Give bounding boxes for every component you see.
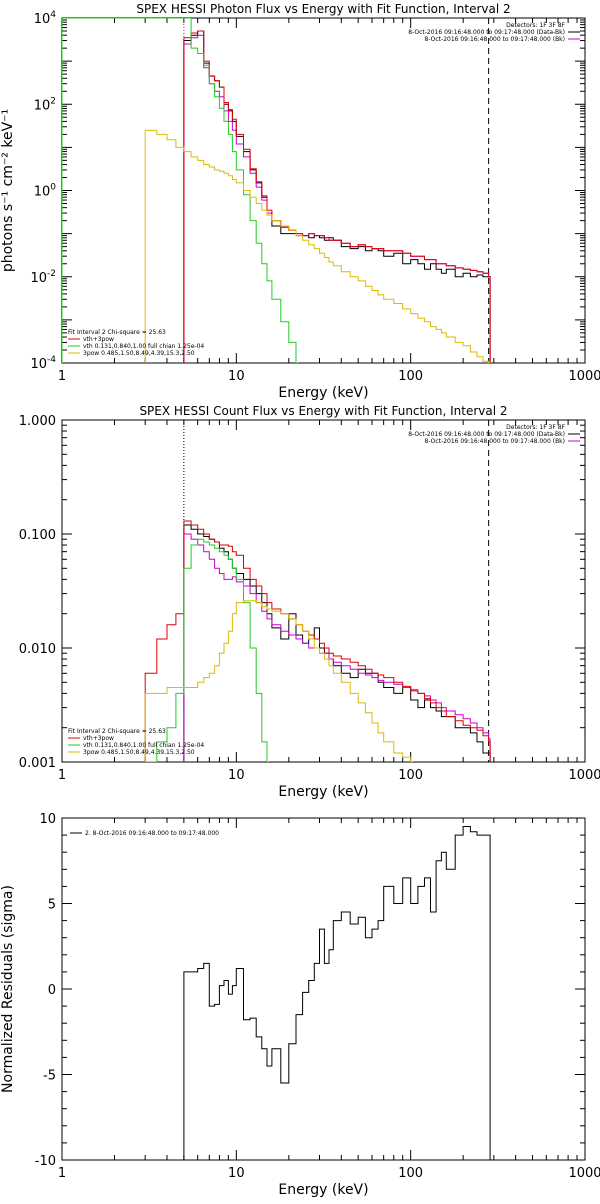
legend-left-entry: vth+3pow [83, 336, 114, 343]
x-tick-label: 1000 [568, 369, 600, 384]
x-tick-label: 10 [228, 768, 245, 783]
legend-left-entry: vth 0.131,0.840,1.00 full chian 1.25e-04 [83, 343, 204, 350]
chart-panel-2: 1 10 100 1000 0.001 0.010 0.100 1.000 SPEX HESSI… [19, 404, 600, 800]
y-axis-label: photons s⁻¹ cm⁻² keV⁻¹ [0, 109, 16, 272]
y-tick-label: 10-2 [30, 269, 56, 286]
series-line-3 [144, 520, 491, 762]
series-group [62, 18, 491, 363]
legend-left-entry: vth+3pow [83, 735, 114, 742]
series-line-5 [144, 129, 491, 363]
series-line-5 [144, 600, 413, 762]
y-tick-exp: -2 [47, 269, 56, 279]
y-tick-label: 0 [48, 983, 56, 998]
y-tick-label: 1.000 [19, 414, 56, 429]
y-tick-label: 104 [34, 10, 57, 27]
series-line-1 [183, 524, 491, 762]
plot-frame [61, 817, 586, 1161]
y-tick-base: 10 [34, 98, 51, 113]
y-tick-label: 102 [34, 96, 56, 113]
legend-left-entry: 3pow 0.485,1.50,8.49,4.39,15.3,2.50 [83, 749, 195, 756]
series-group [183, 826, 491, 1160]
legend-left-entry: Fit Interval 2 Chi-square = 25.63 [68, 728, 166, 735]
y-tick-exp: -4 [47, 355, 56, 365]
y-tick-label: 0.010 [19, 642, 56, 657]
x-tick-label: 1000 [568, 768, 600, 783]
plot-frame [61, 17, 586, 364]
y-tick-exp: 0 [50, 183, 56, 193]
series-line-3 [183, 30, 491, 363]
legend-left-entry: vth 0.131,0.840,1.00 full chian 1.25e-04 [83, 742, 204, 749]
legend-left-entry: 2. 8-Oct-2016 09:16:48.000 to 09:17:48.0… [85, 830, 219, 837]
y-tick-label: 10 [39, 812, 56, 827]
chart-title: SPEX HESSI Count Flux vs Energy with Fit… [139, 404, 507, 418]
y-tick-base: 10 [30, 271, 47, 286]
x-tick-label: 1 [58, 369, 66, 384]
x-tick-label: 1 [58, 1166, 66, 1181]
x-axis-label: Energy (keV) [278, 784, 368, 800]
y-tick-base: 10 [30, 357, 47, 372]
x-tick-label: 100 [398, 369, 423, 384]
x-tick-label: 100 [398, 1166, 423, 1181]
legend-right-entry: 8-Oct-2016 09:16:48.000 to 09:17:48.000 … [425, 438, 566, 445]
x-axis-label: Energy (keV) [278, 385, 368, 401]
series-line-2 [183, 533, 491, 762]
y-tick-exp: 2 [50, 96, 56, 106]
legend-right-entry: 8-Oct-2016 09:16:48.000 to 09:17:48.000 … [408, 431, 565, 438]
x-tick-label: 1000 [568, 1166, 600, 1181]
y-tick-label: 0.001 [19, 756, 56, 771]
legend-right-entry: Detectors: 1F 3F 8F [506, 22, 565, 29]
series-group [144, 520, 491, 762]
y-tick-base: 10 [34, 12, 51, 27]
y-tick-label: 10-4 [30, 355, 56, 372]
series-line-4 [144, 538, 269, 762]
series-line-1 [183, 826, 491, 1160]
y-tick-label: -10 [35, 1154, 56, 1169]
y-tick-label: -5 [43, 1069, 56, 1084]
chart-title: SPEX HESSI Photon Flux vs Energy with Fi… [136, 2, 510, 16]
y-axis-label: Normalized Residuals (sigma) [0, 885, 16, 1093]
x-axis-label: Energy (keV) [278, 1182, 368, 1198]
legend-right-entry: 8-Oct-2016 09:16:48.000 to 09:17:48.000 … [425, 36, 566, 43]
series-line-4 [62, 18, 298, 363]
x-tick-label: 1 [58, 768, 66, 783]
x-tick-label: 100 [398, 768, 423, 783]
series-line-1 [183, 30, 491, 363]
y-tick-label: 0.100 [19, 528, 56, 543]
y-tick-base: 10 [34, 185, 51, 200]
x-tick-label: 10 [228, 1166, 245, 1181]
legend-left-entry: 3pow 0.485,1.50,8.49,4.39,15.3,2.50 [83, 350, 195, 357]
y-tick-label: 5 [48, 898, 56, 913]
chart-panel-3: 1 10 100 1000 -10 -5 0 5 10 Energy (keV) Normalize… [0, 812, 600, 1198]
plot-frame [61, 419, 586, 763]
legend-right-entry: 8-Oct-2016 09:16:48.000 to 09:17:48.000 … [408, 29, 565, 36]
series-line-2 [183, 34, 491, 363]
y-tick-label: 100 [34, 183, 57, 200]
legend-right-entry: Detectors: 1F 3F 8F [506, 424, 565, 431]
x-tick-label: 10 [228, 369, 245, 384]
legend-left-entry: Fit Interval 2 Chi-square = 25.63 [68, 329, 166, 336]
y-tick-exp: 4 [50, 10, 56, 20]
